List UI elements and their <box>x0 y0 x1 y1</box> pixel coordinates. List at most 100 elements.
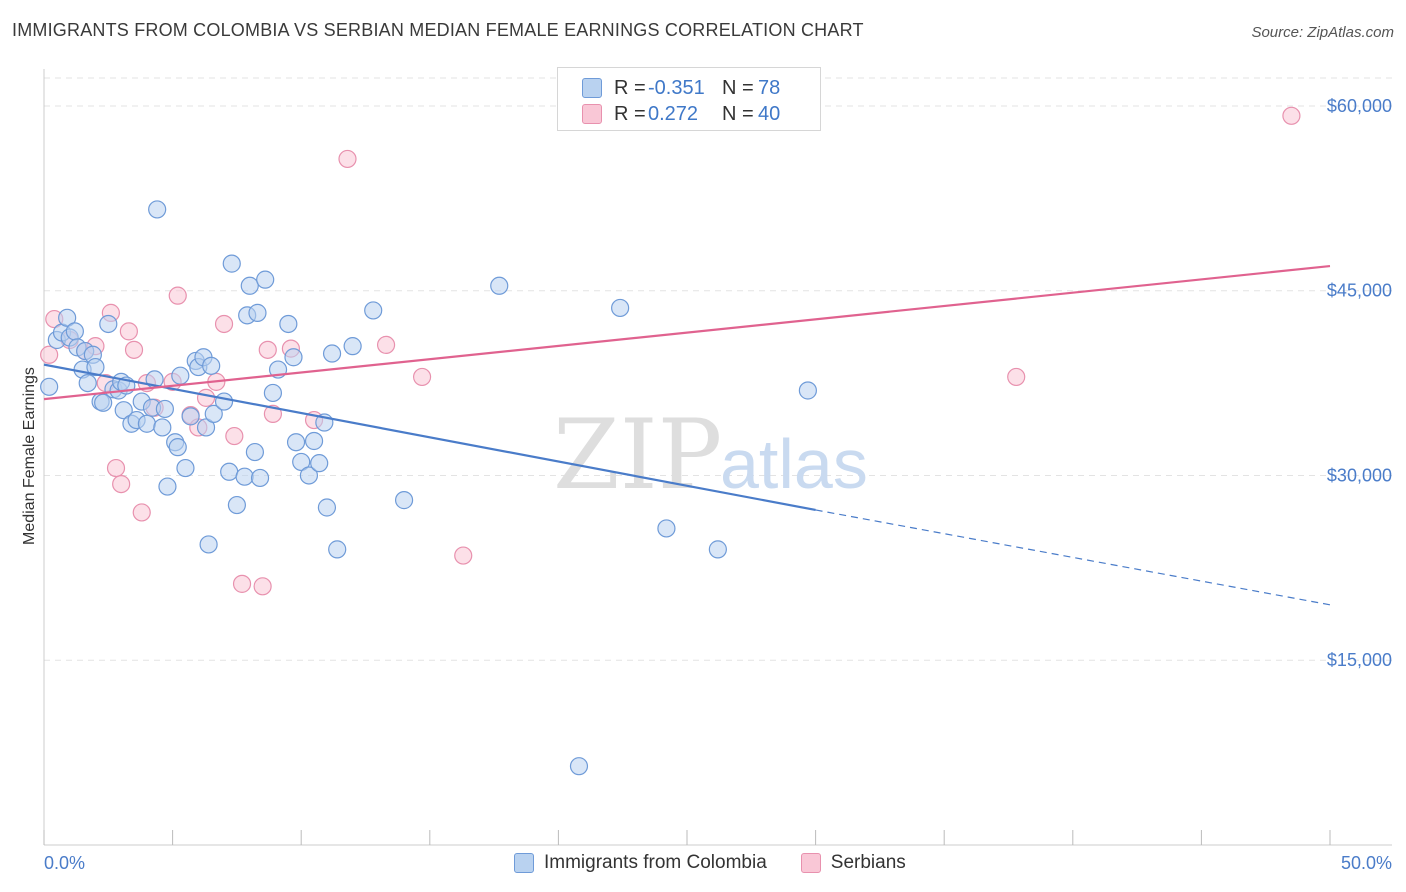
data-point <box>86 357 105 377</box>
data-point <box>176 458 195 478</box>
x-tick-label-max: 50.0% <box>1341 853 1392 873</box>
data-point <box>299 466 319 485</box>
data-point <box>40 345 59 364</box>
data-point <box>171 366 190 385</box>
y-axis-label: Median Female Earnings <box>21 367 38 545</box>
watermark-zip: ZIP <box>553 399 722 511</box>
data-point <box>253 577 272 596</box>
data-point <box>199 535 218 554</box>
data-point <box>106 458 126 478</box>
data-point <box>364 301 383 320</box>
data-point <box>1282 106 1301 125</box>
data-point <box>376 335 396 355</box>
data-point <box>94 393 113 412</box>
data-point <box>412 367 432 387</box>
data-point <box>220 462 239 481</box>
chart-title: IMMIGRANTS FROM COLOMBIA VS SERBIAN MEDI… <box>12 20 864 40</box>
legend-r-value: 0.272 <box>648 102 699 125</box>
data-point <box>202 356 221 375</box>
legend-item-serbians: Serbians <box>800 852 906 874</box>
data-point <box>284 348 303 367</box>
data-point <box>225 426 244 446</box>
data-point <box>343 337 362 356</box>
data-point <box>310 454 329 473</box>
legend-r-value: -0.351 <box>648 76 705 99</box>
legend-row-colombia: R = -0.351 N = 78 <box>582 75 832 101</box>
watermark: ZIP atlas <box>553 399 868 511</box>
stats-legend: R = -0.351 N = 78 R = 0.272 N = 40 <box>557 67 821 131</box>
data-point <box>58 308 77 327</box>
data-point <box>99 314 118 334</box>
data-point <box>214 392 234 411</box>
data-point <box>611 298 630 318</box>
data-point <box>148 200 167 219</box>
data-point <box>158 477 177 496</box>
data-point <box>317 498 337 517</box>
legend-r-label: R = <box>614 76 646 99</box>
data-point <box>322 344 342 363</box>
legend-swatch-blue <box>582 78 602 98</box>
data-point <box>263 383 283 403</box>
legend-n-label: N = <box>722 102 754 125</box>
data-point <box>286 433 306 452</box>
legend-n-value: 40 <box>758 102 781 125</box>
data-point <box>222 254 241 273</box>
data-point <box>1007 367 1026 387</box>
data-point <box>119 322 138 341</box>
data-point <box>132 503 151 522</box>
legend-n-label: N = <box>722 76 754 99</box>
data-point <box>214 314 234 334</box>
legend-r-label: R = <box>614 102 646 125</box>
legend-row-serbians: R = 0.272 N = 40 <box>582 101 832 127</box>
data-point <box>114 401 133 420</box>
y-tick-label: $30,000 <box>1327 465 1392 485</box>
data-point <box>292 452 311 472</box>
data-point <box>235 467 254 486</box>
data-point <box>78 373 97 393</box>
data-point <box>168 286 187 305</box>
data-point <box>245 442 265 462</box>
data-point <box>181 407 200 426</box>
series-legend: Immigrants from Colombia Serbians <box>514 852 940 874</box>
legend-swatch-pink <box>582 104 602 124</box>
y-tick-label: $15,000 <box>1327 650 1392 670</box>
data-point <box>40 377 59 396</box>
colombia-points <box>40 200 817 776</box>
trend-lines <box>43 264 1331 606</box>
data-point <box>204 404 223 423</box>
data-point <box>124 340 144 359</box>
data-point <box>232 574 252 593</box>
data-point <box>248 303 267 322</box>
y-tick-label: $60,000 <box>1327 96 1392 116</box>
y-tick-labels: $15,000 $30,000 $45,000 $60,000 <box>1327 96 1392 670</box>
data-point <box>227 495 246 515</box>
data-point <box>153 418 172 437</box>
trend-line-colombia-extension <box>815 509 1331 606</box>
x-axis-ticks <box>43 830 1331 845</box>
x-tick-label-min: 0.0% <box>44 853 85 873</box>
data-point <box>168 438 187 457</box>
legend-swatch-blue <box>514 853 534 873</box>
source-label: Source: ZipAtlas.com <box>1251 24 1394 41</box>
legend-label-serbians: Serbians <box>830 852 906 873</box>
data-point <box>155 399 174 419</box>
data-point <box>798 381 817 400</box>
legend-label-colombia: Immigrants from Colombia <box>544 852 767 873</box>
data-point <box>490 276 509 295</box>
legend-n-value: 78 <box>758 76 781 99</box>
grid-lines <box>44 77 1392 661</box>
data-point <box>454 546 473 565</box>
trend-line-colombia <box>43 363 816 512</box>
data-point <box>394 491 414 510</box>
data-point <box>112 474 131 494</box>
y-tick-label: $45,000 <box>1327 281 1392 301</box>
data-point <box>196 388 216 407</box>
watermark-atlas: atlas <box>720 425 868 503</box>
data-point <box>240 276 259 295</box>
data-point <box>250 468 270 488</box>
data-point <box>304 431 324 451</box>
data-point <box>708 540 727 559</box>
data-point <box>137 414 156 433</box>
data-point <box>258 340 277 359</box>
